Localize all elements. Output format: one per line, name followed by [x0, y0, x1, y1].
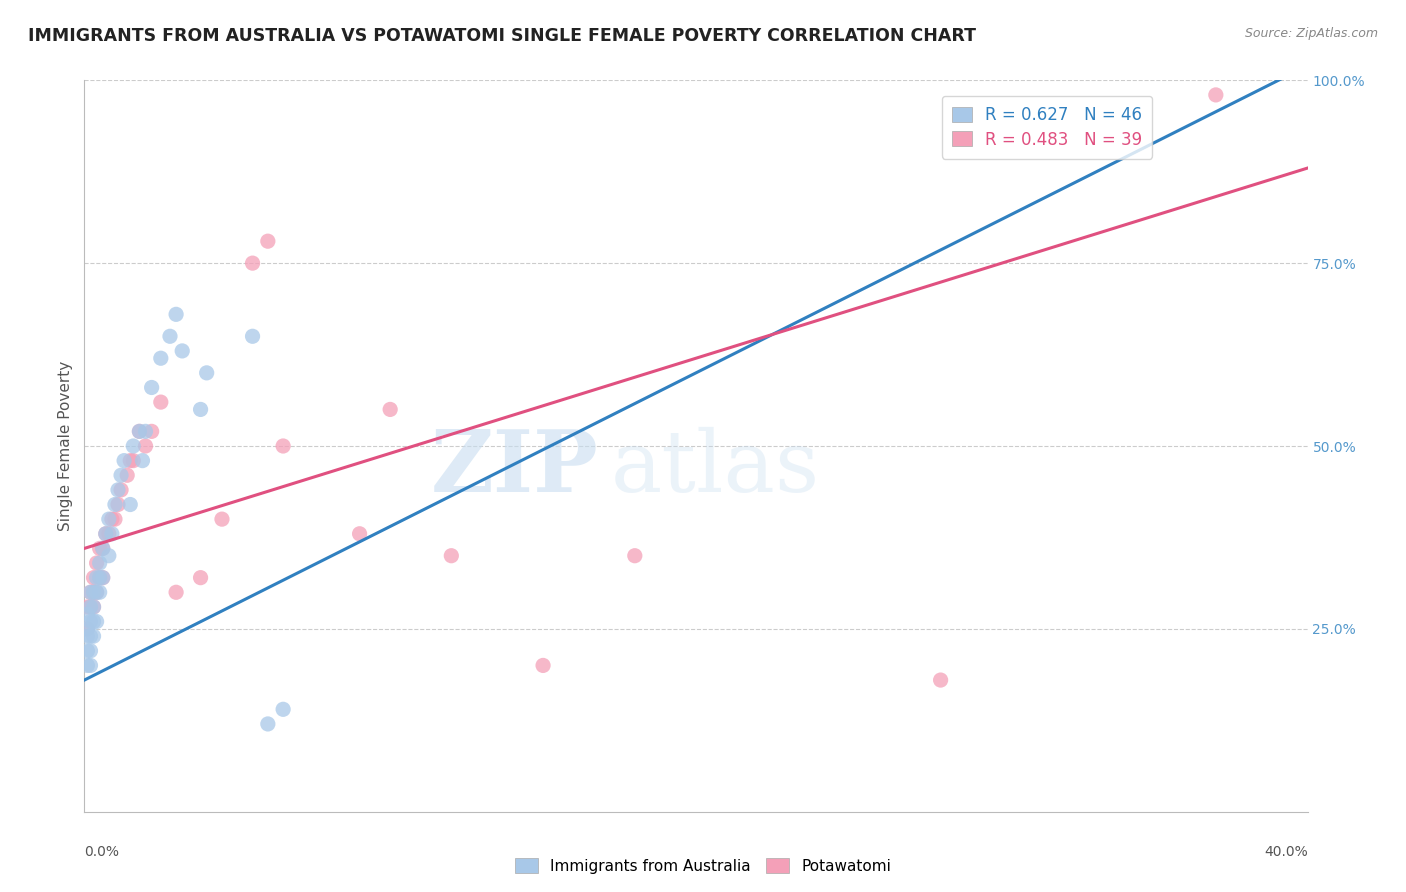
Point	[86, 571, 108, 585]
Point	[79, 599, 101, 614]
Point	[122, 439, 145, 453]
Point	[271, 702, 294, 716]
Point	[1205, 87, 1227, 102]
Point	[79, 585, 101, 599]
Point	[128, 425, 150, 439]
Point	[79, 629, 101, 643]
Point	[135, 425, 157, 439]
Point	[242, 256, 264, 270]
Point	[211, 512, 233, 526]
Point	[101, 526, 124, 541]
Point	[122, 453, 145, 467]
Point	[135, 439, 157, 453]
Point	[91, 541, 114, 556]
Point	[149, 351, 172, 366]
Point	[86, 615, 108, 629]
Point	[190, 571, 212, 585]
Legend: R = 0.627   N = 46, R = 0.483   N = 39: R = 0.627 N = 46, R = 0.483 N = 39	[942, 96, 1153, 159]
Point	[172, 343, 194, 358]
Point	[110, 468, 132, 483]
Point	[83, 615, 105, 629]
Point	[86, 556, 108, 570]
Point	[159, 329, 181, 343]
Point	[110, 483, 132, 497]
Point	[271, 439, 294, 453]
Point	[86, 585, 108, 599]
Text: ZIP: ZIP	[430, 426, 598, 510]
Legend: Immigrants from Australia, Potawatomi: Immigrants from Australia, Potawatomi	[509, 852, 897, 880]
Text: atlas: atlas	[610, 426, 820, 509]
Point	[131, 453, 153, 467]
Point	[190, 402, 212, 417]
Point	[101, 512, 124, 526]
Point	[149, 395, 172, 409]
Point	[79, 599, 101, 614]
Point	[79, 658, 101, 673]
Point	[83, 571, 105, 585]
Point	[91, 571, 114, 585]
Point	[83, 585, 105, 599]
Point	[257, 717, 280, 731]
Point	[165, 307, 187, 321]
Y-axis label: Single Female Poverty: Single Female Poverty	[58, 361, 73, 531]
Point	[141, 380, 163, 394]
Point	[257, 234, 280, 248]
Point	[83, 585, 105, 599]
Point	[79, 615, 101, 629]
Point	[115, 468, 138, 483]
Point	[165, 585, 187, 599]
Point	[89, 571, 111, 585]
Point	[83, 629, 105, 643]
Text: 40.0%: 40.0%	[1264, 845, 1308, 859]
Point	[97, 526, 120, 541]
Point	[97, 512, 120, 526]
Point	[112, 453, 135, 467]
Point	[97, 549, 120, 563]
Point	[349, 526, 371, 541]
Point	[86, 585, 108, 599]
Point	[120, 498, 142, 512]
Point	[531, 658, 554, 673]
Point	[195, 366, 218, 380]
Point	[83, 599, 105, 614]
Point	[76, 607, 98, 622]
Point	[120, 453, 142, 467]
Point	[76, 599, 98, 614]
Point	[141, 425, 163, 439]
Point	[104, 512, 127, 526]
Point	[104, 498, 127, 512]
Point	[440, 549, 463, 563]
Point	[94, 526, 117, 541]
Point	[91, 541, 114, 556]
Point	[89, 571, 111, 585]
Point	[76, 644, 98, 658]
Point	[76, 658, 98, 673]
Point	[94, 526, 117, 541]
Point	[624, 549, 647, 563]
Point	[380, 402, 402, 417]
Point	[79, 585, 101, 599]
Point	[83, 599, 105, 614]
Point	[76, 622, 98, 636]
Point	[929, 673, 952, 687]
Point	[76, 622, 98, 636]
Point	[89, 556, 111, 570]
Text: Source: ZipAtlas.com: Source: ZipAtlas.com	[1244, 27, 1378, 40]
Point	[107, 498, 129, 512]
Text: IMMIGRANTS FROM AUSTRALIA VS POTAWATOMI SINGLE FEMALE POVERTY CORRELATION CHART: IMMIGRANTS FROM AUSTRALIA VS POTAWATOMI …	[28, 27, 976, 45]
Point	[89, 541, 111, 556]
Point	[128, 425, 150, 439]
Point	[242, 329, 264, 343]
Point	[107, 483, 129, 497]
Text: 0.0%: 0.0%	[84, 845, 120, 859]
Point	[91, 571, 114, 585]
Point	[79, 644, 101, 658]
Point	[76, 629, 98, 643]
Point	[89, 585, 111, 599]
